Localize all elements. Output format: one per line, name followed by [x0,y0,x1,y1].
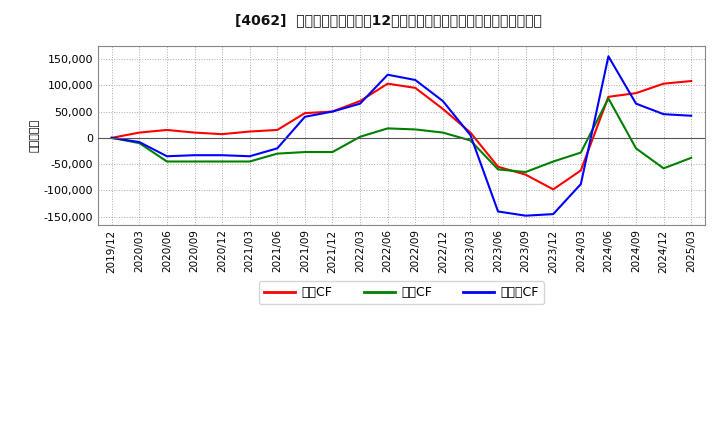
フリーCF [687,113,696,118]
フリーCF [190,153,199,158]
投資CF [300,150,309,155]
フリーCF [466,132,474,138]
投資CF [549,159,557,164]
フリーCF [273,146,282,151]
営業CF [631,91,640,96]
投資CF [328,150,337,155]
Text: [4062]  キャッシュフローの12か月移動合計の対前年同期増減額の推移: [4062] キャッシュフローの12か月移動合計の対前年同期増減額の推移 [235,13,542,27]
フリーCF [246,154,254,159]
投資CF [604,96,613,101]
フリーCF [163,154,171,159]
投資CF [466,138,474,143]
営業CF [438,106,447,112]
Y-axis label: （百万円）: （百万円） [30,119,40,152]
Line: フリーCF: フリーCF [112,56,691,216]
フリーCF [577,181,585,187]
営業CF [328,109,337,114]
投資CF [135,140,143,146]
フリーCF [328,109,337,114]
フリーCF [604,54,613,59]
営業CF [217,132,226,137]
投資CF [190,159,199,164]
営業CF [660,81,668,86]
投資CF [660,166,668,171]
営業CF [135,130,143,135]
投資CF [631,146,640,151]
営業CF [411,85,420,91]
フリーCF [521,213,530,218]
投資CF [521,169,530,175]
投資CF [246,159,254,164]
フリーCF [217,153,226,158]
営業CF [273,127,282,132]
Line: 投資CF: 投資CF [112,99,691,172]
投資CF [687,155,696,161]
Line: 営業CF: 営業CF [112,81,691,189]
営業CF [190,130,199,135]
投資CF [217,159,226,164]
フリーCF [411,77,420,83]
投資CF [577,150,585,155]
Legend: 営業CF, 投資CF, フリーCF: 営業CF, 投資CF, フリーCF [259,281,544,304]
営業CF [521,172,530,177]
投資CF [438,130,447,135]
投資CF [163,159,171,164]
営業CF [466,130,474,135]
営業CF [604,94,613,99]
投資CF [107,135,116,140]
フリーCF [300,114,309,119]
営業CF [163,127,171,132]
フリーCF [356,101,364,106]
投資CF [383,126,392,131]
フリーCF [135,139,143,145]
フリーCF [438,99,447,104]
営業CF [383,81,392,86]
投資CF [494,167,503,172]
営業CF [246,129,254,134]
フリーCF [107,135,116,140]
フリーCF [494,209,503,214]
フリーCF [549,212,557,217]
営業CF [687,78,696,84]
投資CF [273,151,282,156]
営業CF [300,110,309,116]
営業CF [549,187,557,192]
フリーCF [383,72,392,77]
フリーCF [631,101,640,106]
フリーCF [660,111,668,117]
投資CF [356,134,364,139]
営業CF [356,99,364,104]
営業CF [107,135,116,140]
営業CF [577,168,585,173]
投資CF [411,127,420,132]
営業CF [494,164,503,169]
